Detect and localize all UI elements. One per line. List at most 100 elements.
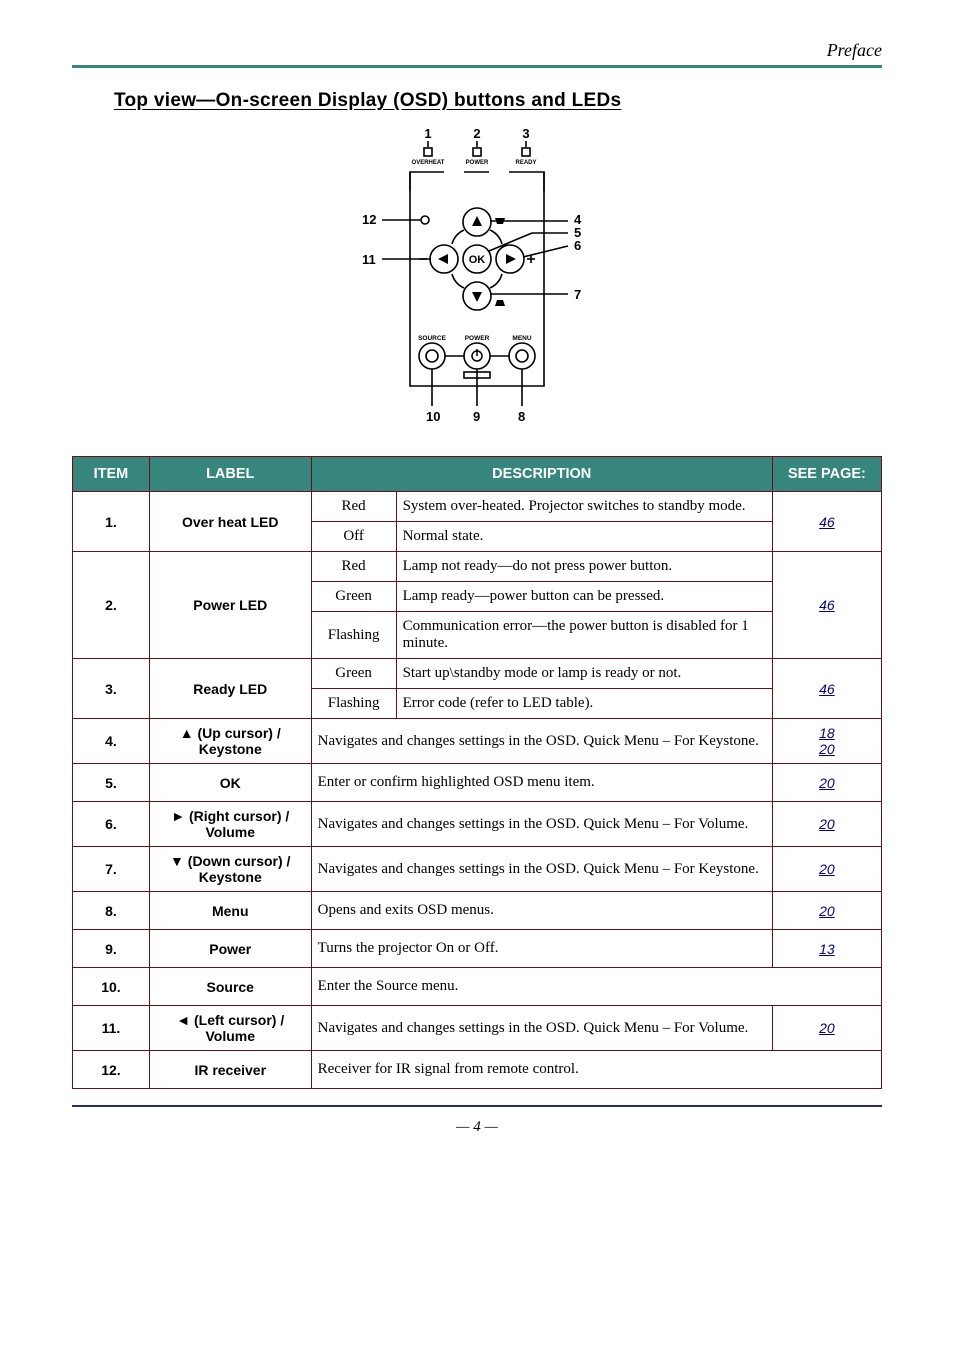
callout-1: 1 bbox=[424, 126, 431, 141]
th-item: ITEM bbox=[73, 457, 150, 492]
desc-cell: Turns the projector On or Off. bbox=[311, 930, 772, 968]
desc-cell: Lamp not ready—do not press power button… bbox=[396, 552, 772, 582]
label-cell: Power bbox=[149, 930, 311, 968]
desc-cell: Receiver for IR signal from remote contr… bbox=[311, 1051, 881, 1089]
led-label-power: POWER bbox=[466, 160, 489, 166]
table-row: 9. Power Turns the projector On or Off. … bbox=[73, 930, 882, 968]
page-link[interactable]: 46 bbox=[819, 681, 835, 697]
th-page: SEE PAGE: bbox=[772, 457, 881, 492]
label-cell: ▼ (Down cursor) / Keystone bbox=[149, 847, 311, 892]
color-cell: Off bbox=[311, 522, 396, 552]
desc-cell: Enter the Source menu. bbox=[311, 968, 881, 1006]
page-link[interactable]: 18 bbox=[777, 725, 877, 741]
page-cell: 46 bbox=[772, 552, 881, 659]
desc-cell: Opens and exits OSD menus. bbox=[311, 892, 772, 930]
callout-3: 3 bbox=[522, 126, 529, 141]
page-cell: 46 bbox=[772, 659, 881, 719]
item-cell: 2. bbox=[73, 552, 150, 659]
item-cell: 9. bbox=[73, 930, 150, 968]
osd-table: ITEM LABEL DESCRIPTION SEE PAGE: 1. Over… bbox=[72, 456, 882, 1089]
page-link[interactable]: 1820 bbox=[777, 725, 877, 757]
callout-12: 12 bbox=[362, 212, 376, 227]
page-link[interactable]: 20 bbox=[777, 741, 877, 757]
led-label-ready: READY bbox=[515, 160, 536, 166]
desc-cell: Normal state. bbox=[396, 522, 772, 552]
item-cell: 10. bbox=[73, 968, 150, 1006]
color-cell: Green bbox=[311, 659, 396, 689]
table-row: 7. ▼ (Down cursor) / Keystone Navigates … bbox=[73, 847, 882, 892]
ok-label: OK bbox=[469, 254, 486, 266]
callout-9: 9 bbox=[473, 409, 480, 424]
color-cell: Flashing bbox=[311, 612, 396, 659]
label-cell: OK bbox=[149, 764, 311, 802]
item-cell: 1. bbox=[73, 492, 150, 552]
item-cell: 12. bbox=[73, 1051, 150, 1089]
color-cell: Red bbox=[311, 552, 396, 582]
desc-cell: Navigates and changes settings in the OS… bbox=[311, 1006, 772, 1051]
color-cell: Red bbox=[311, 492, 396, 522]
label-cell: ▲ (Up cursor) / Keystone bbox=[149, 719, 311, 764]
page-cell: 46 bbox=[772, 492, 881, 552]
page-link[interactable]: 20 bbox=[819, 861, 835, 877]
table-row: 11. ◄ (Left cursor) / Volume Navigates a… bbox=[73, 1006, 882, 1051]
desc-cell: Lamp ready—power button can be pressed. bbox=[396, 582, 772, 612]
table-row: 1. Over heat LED Red System over-heated.… bbox=[73, 492, 882, 522]
page-number: — 4 — bbox=[72, 1119, 882, 1136]
item-cell: 6. bbox=[73, 802, 150, 847]
callout-11: 11 bbox=[362, 252, 376, 267]
table-row: 5. OK Enter or confirm highlighted OSD m… bbox=[73, 764, 882, 802]
label-cell: IR receiver bbox=[149, 1051, 311, 1089]
desc-cell: Navigates and changes settings in the OS… bbox=[311, 847, 772, 892]
page-link[interactable]: 20 bbox=[819, 775, 835, 791]
callout-6: 6 bbox=[574, 238, 581, 253]
desc-cell: Start up\standby mode or lamp is ready o… bbox=[396, 659, 772, 689]
page-cell: 20 bbox=[772, 764, 881, 802]
callout-10: 10 bbox=[426, 409, 440, 424]
desc-cell: Error code (refer to LED table). bbox=[396, 689, 772, 719]
table-row: 12. IR receiver Receiver for IR signal f… bbox=[73, 1051, 882, 1089]
page-link[interactable]: 20 bbox=[819, 1020, 835, 1036]
section-title: Top view—On-screen Display (OSD) buttons… bbox=[114, 90, 882, 112]
th-label: LABEL bbox=[149, 457, 311, 492]
color-cell: Flashing bbox=[311, 689, 396, 719]
desc-cell: Enter or confirm highlighted OSD menu it… bbox=[311, 764, 772, 802]
label-cell: ► (Right cursor) / Volume bbox=[149, 802, 311, 847]
page-cell: 20 bbox=[772, 1006, 881, 1051]
label-cell: Over heat LED bbox=[149, 492, 311, 552]
label-cell: Ready LED bbox=[149, 659, 311, 719]
item-cell: 8. bbox=[73, 892, 150, 930]
page-cell: 20 bbox=[772, 892, 881, 930]
page-link[interactable]: 13 bbox=[819, 941, 835, 957]
table-row: 10. Source Enter the Source menu. bbox=[73, 968, 882, 1006]
label-cell: Menu bbox=[149, 892, 311, 930]
item-cell: 11. bbox=[73, 1006, 150, 1051]
callout-7: 7 bbox=[574, 287, 581, 302]
top-divider bbox=[72, 65, 882, 68]
page-cell: 1820 bbox=[772, 719, 881, 764]
menu-btn-label: MENU bbox=[512, 335, 531, 342]
table-row: 6. ► (Right cursor) / Volume Navigates a… bbox=[73, 802, 882, 847]
page-cell: 20 bbox=[772, 802, 881, 847]
table-row: 2. Power LED Red Lamp not ready—do not p… bbox=[73, 552, 882, 582]
page-link[interactable]: 46 bbox=[819, 597, 835, 613]
source-btn-label: SOURCE bbox=[418, 335, 446, 342]
page-cell: 13 bbox=[772, 930, 881, 968]
osd-diagram: 1 2 3 OVERHEAT POWER READY OK bbox=[72, 126, 882, 436]
desc-cell: Navigates and changes settings in the OS… bbox=[311, 719, 772, 764]
item-cell: 7. bbox=[73, 847, 150, 892]
page-link[interactable]: 46 bbox=[819, 514, 835, 530]
page-cell: 20 bbox=[772, 847, 881, 892]
power-btn-label: POWER bbox=[465, 335, 490, 342]
diagram-svg: 1 2 3 OVERHEAT POWER READY OK bbox=[332, 126, 622, 436]
callout-2: 2 bbox=[473, 126, 480, 141]
item-cell: 3. bbox=[73, 659, 150, 719]
table-row: 4. ▲ (Up cursor) / Keystone Navigates an… bbox=[73, 719, 882, 764]
led-label-overheat: OVERHEAT bbox=[412, 160, 445, 166]
table-row: 3. Ready LED Green Start up\standby mode… bbox=[73, 659, 882, 689]
preface-link[interactable]: Preface bbox=[827, 40, 882, 61]
page-link[interactable]: 20 bbox=[819, 903, 835, 919]
color-cell: Green bbox=[311, 582, 396, 612]
desc-cell: Communication error—the power button is … bbox=[396, 612, 772, 659]
page-link[interactable]: 20 bbox=[819, 816, 835, 832]
item-cell: 4. bbox=[73, 719, 150, 764]
